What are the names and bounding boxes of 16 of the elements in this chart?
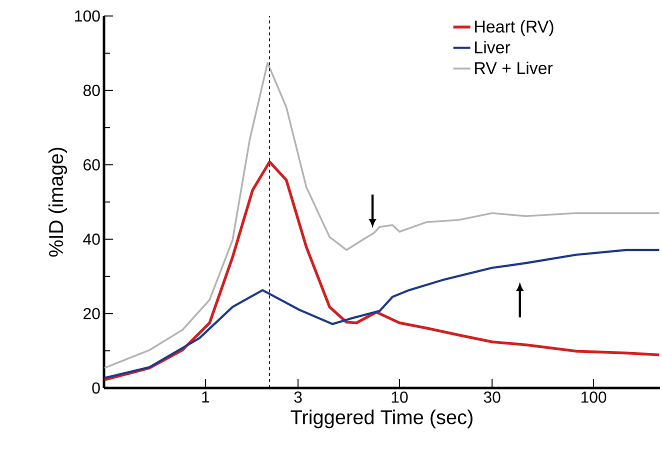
y-tick-label: 100 (75, 10, 100, 22)
y-tick-label: 0 (92, 382, 100, 394)
y-axis-title: %ID (image) (48, 148, 68, 257)
x-tick-label: 1 (202, 392, 210, 402)
x-tick-label: 10 (392, 392, 408, 403)
x-axis-title: Triggered Time (sec) (290, 410, 472, 428)
y-tick-label: 80 (83, 84, 100, 96)
y-tick-label: 60 (84, 159, 100, 170)
x-tick-label: 3 (294, 392, 302, 403)
x-tick-label: 100 (581, 392, 606, 403)
legend-label: Liver (475, 40, 510, 54)
legend-label: RV + Liver (475, 62, 553, 74)
y-tick-label: 20 (84, 308, 100, 320)
y-tick-label: 40 (83, 234, 100, 245)
x-tick-label: 30 (484, 392, 500, 403)
legend-label: Heart (RV) (475, 20, 554, 36)
